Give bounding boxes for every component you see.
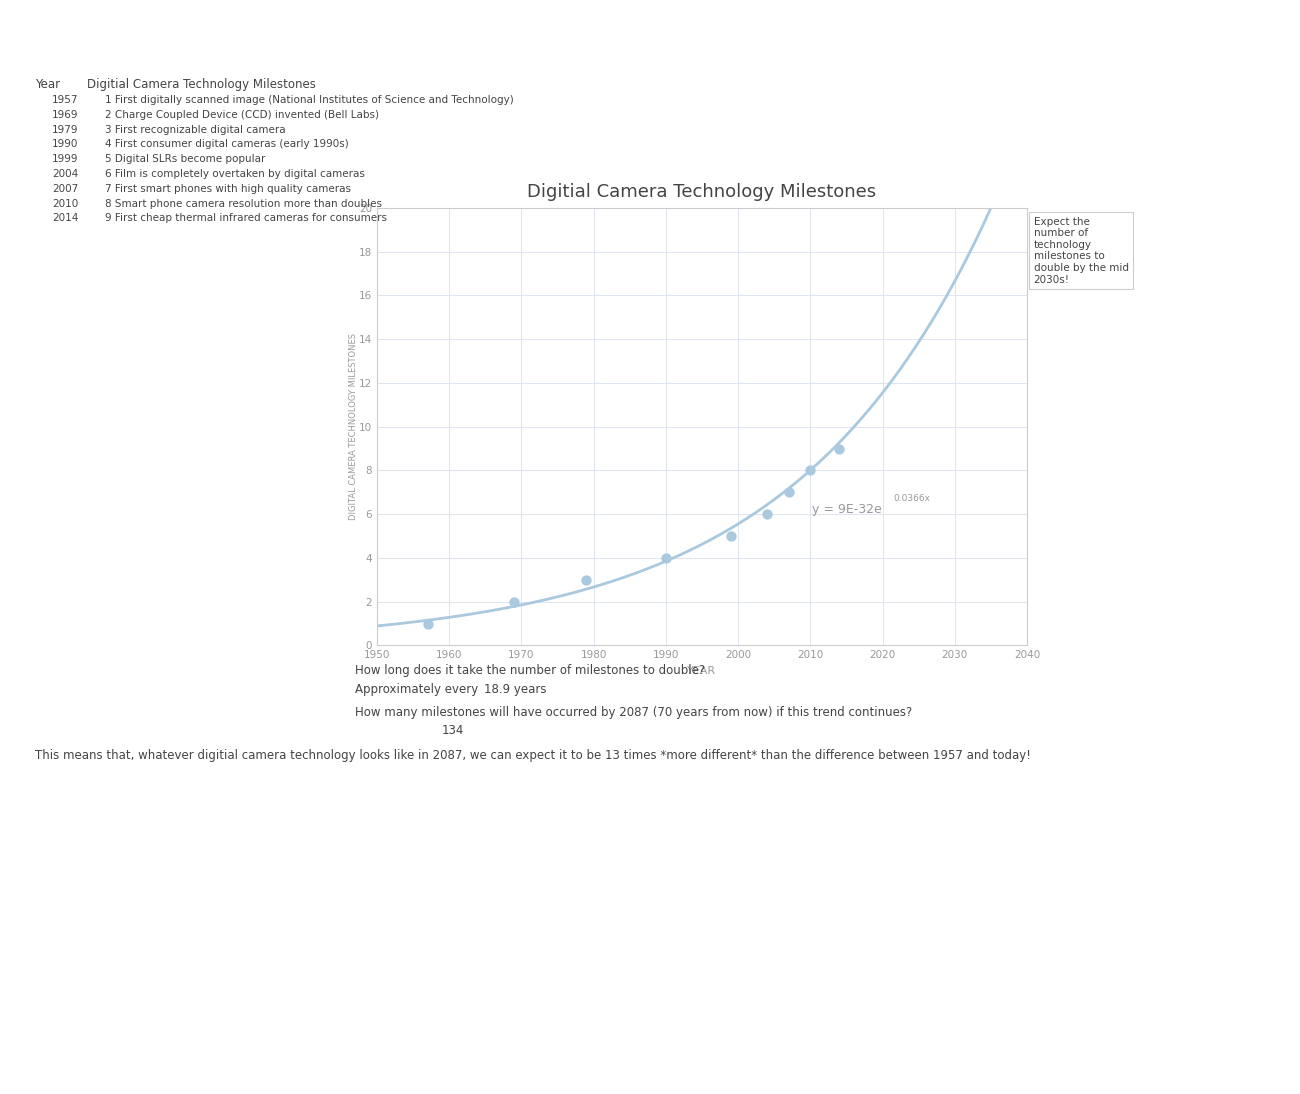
Point [829, 440, 850, 457]
Text: 0.0366x: 0.0366x [894, 494, 931, 503]
Point [504, 593, 525, 610]
Point [417, 615, 438, 632]
Text: 1 First digitally scanned image (National Institutes of Science and Technology): 1 First digitally scanned image (Nationa… [105, 95, 514, 105]
Point [779, 484, 800, 501]
Text: 1979: 1979 [52, 125, 78, 135]
Text: 6 Film is completely overtaken by digital cameras: 6 Film is completely overtaken by digita… [105, 168, 365, 179]
Text: 18.9 years: 18.9 years [484, 683, 546, 696]
X-axis label: YEAR: YEAR [688, 666, 716, 676]
Text: Digitial Camera Technology Milestones: Digitial Camera Technology Milestones [87, 78, 316, 91]
Point [720, 527, 741, 545]
Text: 1957: 1957 [52, 95, 78, 105]
Y-axis label: DIGITAL CAMERA TECHNOLOGY MILESTONES: DIGITAL CAMERA TECHNOLOGY MILESTONES [348, 334, 358, 520]
Text: 2 Charge Coupled Device (CCD) invented (Bell Labs): 2 Charge Coupled Device (CCD) invented (… [105, 109, 380, 120]
Text: 7 First smart phones with high quality cameras: 7 First smart phones with high quality c… [105, 184, 351, 194]
Text: How many milestones will have occurred by 2087 (70 years from now) if this trend: How many milestones will have occurred b… [355, 706, 913, 719]
Text: 134: 134 [442, 724, 464, 737]
Text: Year: Year [35, 78, 60, 91]
Text: This means that, whatever digitial camera technology looks like in 2087, we can : This means that, whatever digitial camer… [35, 749, 1031, 763]
Text: How long does it take the number of milestones to double?: How long does it take the number of mile… [355, 664, 705, 677]
Text: 8 Smart phone camera resolution more than doubles: 8 Smart phone camera resolution more tha… [105, 199, 382, 209]
Text: Expect the
number of
technology
milestones to
double by the mid
2030s!: Expect the number of technology mileston… [1034, 217, 1128, 284]
Point [576, 571, 597, 589]
Text: 1990: 1990 [52, 139, 78, 150]
Text: 4 First consumer digital cameras (early 1990s): 4 First consumer digital cameras (early … [105, 139, 348, 150]
Text: Approximately every: Approximately every [355, 683, 478, 696]
Text: 1999: 1999 [52, 154, 78, 164]
Point [800, 462, 820, 479]
Text: 5 Digital SLRs become popular: 5 Digital SLRs become popular [105, 154, 265, 164]
Text: 1969: 1969 [52, 109, 78, 120]
Text: 2004: 2004 [52, 168, 78, 179]
Text: 2007: 2007 [52, 184, 78, 194]
Point [757, 505, 777, 523]
Text: 2014: 2014 [52, 213, 78, 223]
Text: 3 First recognizable digital camera: 3 First recognizable digital camera [105, 125, 286, 135]
Title: Digitial Camera Technology Milestones: Digitial Camera Technology Milestones [528, 183, 876, 200]
Text: y = 9E-32e: y = 9E-32e [812, 503, 883, 516]
Text: 9 First cheap thermal infrared cameras for consumers: 9 First cheap thermal infrared cameras f… [105, 213, 387, 223]
Text: 2010: 2010 [52, 199, 78, 209]
Point [655, 549, 676, 567]
